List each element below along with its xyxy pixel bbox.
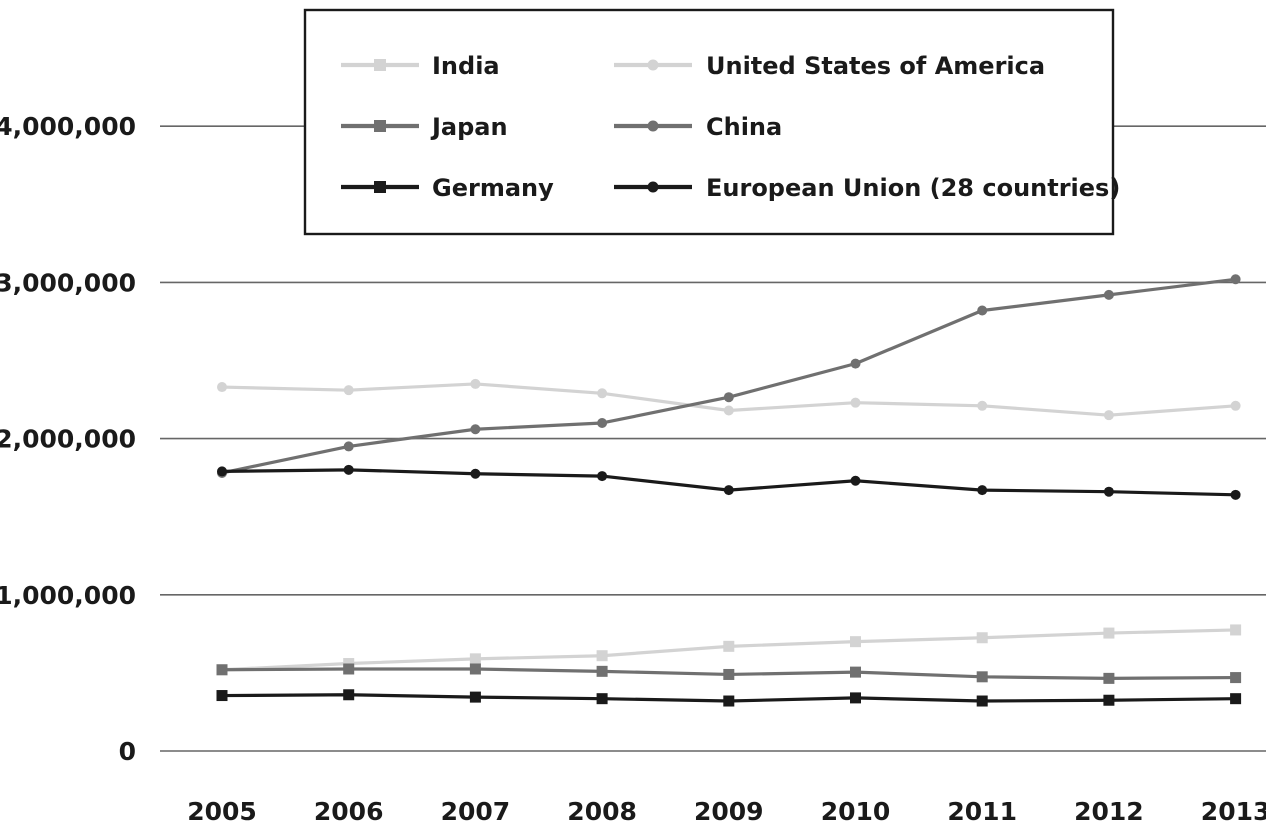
legend-swatch-marker	[374, 59, 386, 71]
series	[216, 663, 1242, 684]
data-point	[343, 385, 354, 396]
data-point	[1230, 693, 1242, 705]
data-point	[1103, 486, 1114, 497]
y-tick-label: 0	[119, 737, 136, 766]
series-line	[221, 277, 1236, 475]
data-point	[217, 382, 227, 393]
series-lines	[216, 274, 1242, 707]
data-point	[469, 653, 481, 665]
data-point	[343, 441, 354, 452]
y-tick-label: 3,000,000	[0, 268, 136, 297]
data-point	[977, 400, 988, 411]
data-point	[850, 636, 861, 648]
x-tick-label: 2011	[947, 797, 1017, 824]
data-point	[1103, 627, 1115, 639]
data-point	[597, 388, 608, 399]
x-tick-label: 2006	[314, 797, 384, 824]
data-point	[1230, 489, 1241, 500]
legend: India United States of America Japan China G…	[303, 8, 1120, 236]
data-point	[343, 663, 355, 675]
series	[216, 689, 1242, 707]
y-axis-ticks: 0 1,000,000 2,000,000 3,000,000 4,000,000	[0, 112, 136, 766]
legend-label: India	[432, 52, 500, 80]
data-point	[976, 695, 988, 707]
legend-item: United States of America	[614, 52, 1045, 80]
data-point	[343, 464, 354, 475]
data-point	[596, 650, 608, 662]
data-point	[216, 664, 228, 676]
y-tick-label: 1,000,000	[0, 581, 136, 610]
data-point	[1230, 624, 1242, 636]
series	[217, 464, 1241, 500]
data-point	[723, 668, 735, 680]
legend-item: India	[341, 52, 500, 80]
legend-swatch-marker	[374, 120, 386, 132]
data-point	[850, 692, 861, 704]
data-point	[850, 666, 861, 678]
legend-item: European Union (28 countries)	[614, 174, 1120, 202]
legend-swatch-marker	[374, 181, 386, 193]
legend-swatch-marker	[647, 59, 659, 71]
data-point	[469, 663, 481, 675]
legend-label: European Union (28 countries)	[706, 174, 1120, 202]
data-point	[597, 471, 608, 482]
y-tick-label: 2,000,000	[0, 425, 136, 454]
x-tick-label: 2012	[1074, 797, 1144, 824]
data-point	[470, 424, 481, 435]
data-point	[216, 690, 228, 702]
data-point	[469, 691, 481, 703]
legend-box	[303, 8, 1115, 236]
data-point	[596, 665, 608, 677]
data-point	[470, 378, 481, 389]
legend-label: Germany	[432, 174, 554, 202]
x-tick-label: 2007	[441, 797, 511, 824]
legend-item: Japan	[341, 113, 508, 141]
x-tick-label: 2013	[1201, 797, 1266, 824]
legend-swatch-marker	[647, 120, 659, 132]
data-point	[596, 693, 608, 705]
y-tick-label: 4,000,000	[0, 112, 136, 141]
data-point	[723, 392, 734, 403]
data-point	[343, 689, 355, 701]
data-point	[597, 417, 608, 428]
data-point	[976, 671, 988, 683]
data-point	[1230, 400, 1241, 411]
data-point	[1230, 274, 1241, 285]
x-tick-label: 2009	[694, 797, 764, 824]
series	[217, 378, 1241, 421]
data-point	[1230, 672, 1242, 684]
data-point	[217, 466, 227, 477]
x-axis-ticks: 2005 2006 2007 2008 2009 2010 2011 2012 2013	[187, 797, 1266, 824]
series	[217, 274, 1241, 478]
data-point	[1103, 289, 1114, 300]
x-tick-label: 2010	[821, 797, 891, 824]
data-point	[723, 485, 734, 496]
legend-label: Japan	[430, 113, 508, 141]
data-point	[1103, 410, 1114, 421]
data-point	[723, 695, 735, 707]
data-point	[1103, 694, 1115, 706]
legend-item: Germany	[341, 174, 554, 202]
data-point	[470, 468, 481, 479]
legend-label: China	[706, 113, 782, 141]
data-point	[850, 475, 861, 486]
x-tick-label: 2005	[187, 797, 257, 824]
x-tick-label: 2008	[567, 797, 637, 824]
legend-swatch-marker	[647, 181, 659, 193]
data-point	[1103, 672, 1115, 684]
legend-item: China	[614, 113, 782, 141]
data-point	[850, 397, 861, 408]
data-point	[723, 405, 734, 416]
data-point	[850, 358, 861, 369]
legend-label: United States of America	[706, 52, 1045, 80]
data-point	[723, 640, 735, 652]
data-point	[976, 632, 988, 644]
data-point	[977, 305, 988, 316]
data-point	[977, 485, 988, 496]
